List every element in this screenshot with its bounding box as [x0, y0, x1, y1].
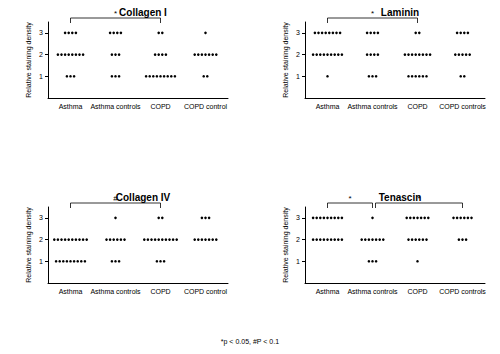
svg-text:*: * [348, 194, 351, 203]
svg-text:COPD control: COPD control [184, 288, 228, 295]
svg-text:COPD control: COPD control [184, 103, 228, 110]
svg-text:COPD controls: COPD controls [439, 103, 486, 110]
svg-text:3: 3 [39, 214, 43, 221]
svg-text:Relative staining density: Relative staining density [282, 207, 290, 283]
svg-text:Tenascin: Tenascin [379, 192, 422, 203]
svg-text:*: * [114, 9, 117, 18]
svg-text:*: * [371, 9, 374, 18]
svg-text:Asthma controls: Asthma controls [347, 288, 398, 295]
svg-text:1: 1 [39, 73, 43, 80]
svg-text:*p < 0.05, #P < 0.1: *p < 0.05, #P < 0.1 [221, 338, 279, 346]
svg-text:Collagen I: Collagen I [119, 7, 167, 18]
svg-text:2: 2 [39, 51, 43, 58]
svg-text:2: 2 [296, 51, 300, 58]
svg-text:1: 1 [39, 258, 43, 265]
svg-text:COPD: COPD [150, 103, 170, 110]
svg-text:Asthma controls: Asthma controls [90, 103, 141, 110]
svg-text:Asthma controls: Asthma controls [347, 103, 398, 110]
svg-text:Laminin: Laminin [381, 7, 419, 18]
svg-text:Asthma: Asthma [59, 103, 83, 110]
svg-text:Asthma: Asthma [59, 288, 83, 295]
svg-text:3: 3 [296, 214, 300, 221]
svg-text:1: 1 [296, 73, 300, 80]
svg-text:Relative staining density: Relative staining density [282, 22, 290, 98]
svg-text:3: 3 [39, 29, 43, 36]
svg-text:Collagen IV: Collagen IV [116, 192, 171, 203]
svg-text:Relative staining density: Relative staining density [25, 207, 33, 283]
svg-text:Asthma: Asthma [316, 103, 340, 110]
svg-text:Asthma: Asthma [316, 288, 340, 295]
svg-text:COPD: COPD [407, 288, 427, 295]
svg-text:Asthma controls: Asthma controls [90, 288, 141, 295]
svg-text:COPD controls: COPD controls [439, 288, 486, 295]
svg-text:3: 3 [296, 29, 300, 36]
svg-text:1: 1 [296, 258, 300, 265]
svg-text:COPD: COPD [150, 288, 170, 295]
svg-text:2: 2 [39, 236, 43, 243]
svg-text:2: 2 [296, 236, 300, 243]
svg-text:Relative staining density: Relative staining density [25, 22, 33, 98]
svg-text:COPD: COPD [407, 103, 427, 110]
